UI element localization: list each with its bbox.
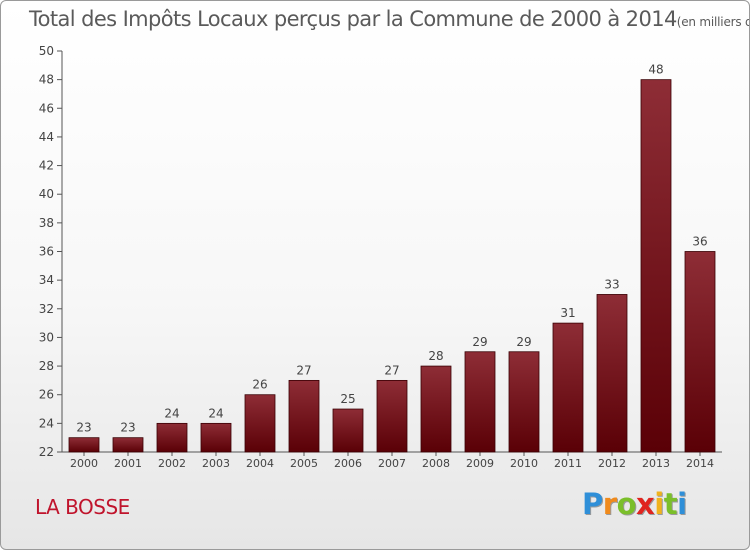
y-tick-label: 32 [39,302,54,316]
bar [596,294,628,453]
y-tick-label: 26 [39,388,54,402]
logo-letter: o [616,487,637,521]
bar [684,251,716,453]
x-tick-label: 2007 [378,457,406,470]
logo-letter: P [582,487,603,521]
x-tick-label: 2013 [642,457,670,470]
data-label: 24 [164,406,179,420]
bar [508,351,540,453]
logo-letter: i [677,487,687,521]
bar [288,379,320,453]
x-tick-label: 2008 [422,457,450,470]
data-label: 25 [340,392,355,406]
data-label: 31 [560,306,575,320]
chart-title-text: Total des Impôts Locaux perçus par la Co… [29,7,677,31]
proxiti-logo: Proxiti [582,487,687,521]
x-tick-label: 2005 [290,457,318,470]
y-tick-label: 40 [39,187,54,201]
x-tick-label: 2006 [334,457,362,470]
chart-title: Total des Impôts Locaux perçus par la Co… [29,7,749,31]
y-tick-label: 22 [39,445,54,459]
y-tick-label: 46 [39,101,54,115]
bar [200,422,232,453]
x-tick-label: 2001 [114,457,142,470]
data-label: 36 [692,235,707,249]
y-tick-label: 50 [39,44,54,58]
data-label: 28 [428,349,443,363]
data-label: 29 [516,335,531,349]
y-tick-label: 24 [39,416,54,430]
bar [376,379,408,453]
x-tick-label: 2014 [686,457,714,470]
logo-letter: r [602,487,617,521]
bar [112,437,144,453]
x-tick-label: 2002 [158,457,186,470]
x-tick-label: 2004 [246,457,274,470]
bar [464,351,496,453]
x-tick-label: 2012 [598,457,626,470]
bar [156,422,188,453]
data-label: 27 [296,363,311,377]
data-label: 48 [648,63,663,77]
data-label: 23 [76,421,91,435]
bar [244,394,276,453]
y-tick-label: 34 [39,273,54,287]
y-tick-label: 44 [39,130,54,144]
x-tick-label: 2000 [70,457,98,470]
data-label: 23 [120,421,135,435]
y-tick-label: 42 [39,159,54,173]
chart-unit-note: (en milliers d'€) [676,15,749,29]
data-label: 29 [472,335,487,349]
bar [640,79,672,453]
bar [332,408,364,453]
data-label: 24 [208,406,223,420]
y-tick-label: 28 [39,359,54,373]
y-tick-label: 30 [39,330,54,344]
logo-letter: x [636,487,655,521]
logo-letter: i [654,487,664,521]
data-label: 27 [384,363,399,377]
axes: 22 24 26 28 30 32 34 36 38 40 42 44 46 48 50 2000 2001 20… [39,44,722,470]
x-tick-label: 2010 [510,457,538,470]
bar [420,365,452,453]
y-tick-label: 48 [39,73,54,87]
data-label: 33 [604,277,619,291]
logo-letter: t [663,487,678,521]
bars: 23 23 24 24 26 27 25 27 28 29 29 31 33 48 36 [68,63,716,453]
y-tick-label: 38 [39,216,54,230]
x-tick-label: 2009 [466,457,494,470]
y-tick-label: 36 [39,245,54,259]
x-tick-label: 2003 [202,457,230,470]
bar [552,322,584,453]
bar [68,437,100,453]
data-label: 26 [252,378,267,392]
commune-name: LA BOSSE [35,495,130,519]
x-tick-label: 2011 [554,457,582,470]
